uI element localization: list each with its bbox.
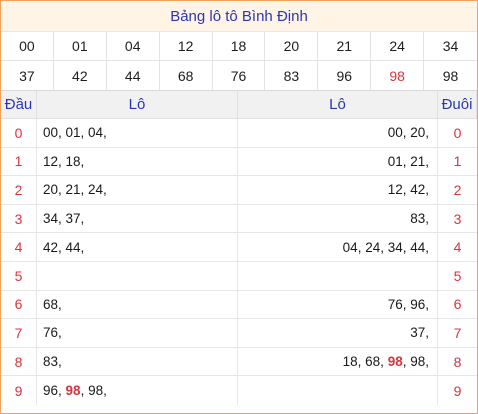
- duoi-cell: 2: [438, 176, 477, 205]
- number-cell: 12: [159, 32, 213, 61]
- lo-left-cell: 96, 98, 98,: [37, 376, 238, 405]
- lo-right-cell: [238, 261, 438, 291]
- number-cell: 21: [318, 32, 372, 61]
- number-cell: 18: [212, 32, 266, 61]
- dau-cell: 6: [1, 290, 37, 320]
- lo-left-cell: 34, 37,: [37, 204, 238, 234]
- duoi-cell: 7: [438, 319, 477, 348]
- number-cell: 37: [1, 61, 54, 90]
- number-cell: 34: [424, 32, 477, 61]
- lo-right-cell: 12, 42,: [238, 176, 438, 205]
- lo-right-cell: 37,: [238, 319, 438, 348]
- number-cell: 01: [53, 32, 107, 61]
- lo-segment: , 98,: [402, 354, 429, 370]
- lo-right-cell: 04, 24, 34, 44,: [238, 233, 438, 262]
- lo-left-cell: 00, 01, 04,: [37, 119, 238, 148]
- dau-cell: 4: [1, 233, 37, 262]
- duoi-cell: 6: [438, 291, 477, 320]
- lo-table: Đầu Lô Lô Đuôi 0 00, 01, 04, 00, 20, 0 1 12, …: [1, 91, 477, 405]
- duoi-cell: 1: [438, 148, 477, 177]
- number-cell: 83: [265, 61, 319, 90]
- lo-segment: 00, 20,: [387, 125, 429, 141]
- lo-segment: 76,: [43, 325, 62, 341]
- lo-left-cell: [37, 261, 238, 291]
- lo-segment: , 98,: [80, 383, 107, 399]
- lo-segment: 83,: [410, 211, 429, 227]
- lo-right-cell: 01, 21,: [238, 147, 438, 177]
- lo-right-cell: 83,: [238, 204, 438, 234]
- lo-segment: 83,: [43, 354, 62, 370]
- lo-left-cell: 42, 44,: [37, 233, 238, 262]
- lo-left-cell: 12, 18,: [37, 147, 238, 177]
- board-title: Bảng lô tô Bình Định: [1, 1, 477, 32]
- header-lo-left: Lô: [37, 91, 238, 119]
- dau-cell: 9: [1, 376, 37, 405]
- number-cell: 98: [371, 61, 425, 90]
- lo-right-cell: 18, 68, 98, 98,: [238, 347, 438, 377]
- lo-left-cell: 76,: [37, 319, 238, 348]
- duoi-cell: 9: [453, 382, 462, 399]
- highlight-number: 98: [387, 354, 403, 370]
- number-cell: 42: [54, 61, 107, 90]
- number-cell: 68: [160, 61, 213, 90]
- lo-segment: 20, 21, 24,: [43, 182, 107, 198]
- lo-right-cell: 00, 20,: [238, 119, 438, 148]
- dau-cell: 8: [1, 347, 37, 377]
- lo-left-cell: 68,: [37, 290, 238, 320]
- number-cell: 20: [265, 32, 319, 61]
- header-duoi: Đuôi: [438, 91, 477, 119]
- lo-segment: 00, 01, 04,: [43, 125, 107, 141]
- highlight-number: 98: [65, 383, 81, 399]
- lo-segment: 34, 37,: [43, 211, 85, 227]
- lo-segment: 12, 18,: [43, 153, 85, 169]
- dau-cell: 5: [1, 261, 37, 291]
- dau-cell: 7: [1, 319, 37, 348]
- number-cell: 98: [442, 67, 459, 84]
- dau-cell: 0: [1, 119, 37, 148]
- dau-cell: 3: [1, 204, 37, 234]
- number-cell: 24: [371, 32, 425, 61]
- duoi-cell: 3: [438, 205, 477, 234]
- number-cell: 44: [107, 61, 160, 90]
- number-cell: 04: [106, 32, 160, 61]
- numbers-grid: 00 01 04 12 18 20 21 24 34 37 42 44 68 76 83 96 98 98: [1, 32, 477, 91]
- lo-segment: 18, 68,: [342, 354, 388, 370]
- lo-left-cell: 83,: [37, 347, 238, 377]
- duoi-cell: 0: [438, 119, 477, 148]
- dau-cell: 2: [1, 176, 37, 205]
- lo-segment: 04, 24, 34, 44,: [342, 239, 429, 255]
- lo-segment: 96,: [43, 383, 66, 399]
- lo-segment: 68,: [43, 296, 62, 312]
- number-cell: 96: [318, 61, 372, 90]
- header-lo-right: Lô: [238, 91, 438, 119]
- lo-segment: 37,: [410, 325, 429, 341]
- lo-left-cell: 20, 21, 24,: [37, 176, 238, 205]
- duoi-cell: 5: [438, 262, 477, 291]
- dau-cell: 1: [1, 147, 37, 177]
- lo-segment: 01, 21,: [387, 153, 429, 169]
- duoi-cell: 4: [438, 233, 477, 262]
- lo-segment: 12, 42,: [387, 182, 429, 198]
- lo-segment: 42, 44,: [43, 239, 85, 255]
- lo-segment: 76, 96,: [387, 296, 429, 312]
- number-cell: 76: [213, 61, 266, 90]
- lo-right-cell: 76, 96,: [238, 290, 438, 320]
- duoi-cell: 8: [438, 348, 477, 377]
- header-dau: Đầu: [1, 91, 37, 119]
- number-cell: 00: [1, 32, 54, 61]
- lo-right-cell: [238, 376, 438, 405]
